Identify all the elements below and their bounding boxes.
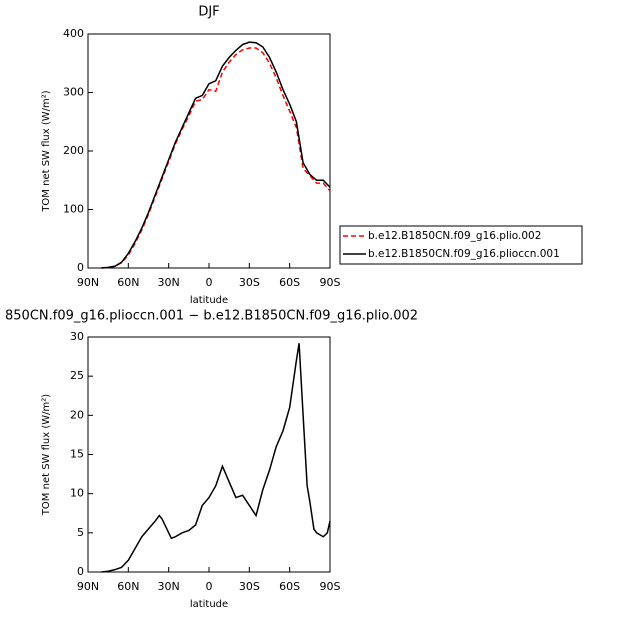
x-tick-label: 90N bbox=[77, 276, 99, 289]
x-tick-label: 60N bbox=[117, 276, 139, 289]
x-axis-label: latitude bbox=[190, 599, 228, 610]
data-line bbox=[101, 41, 331, 269]
legend-box bbox=[339, 225, 583, 265]
plot-frame bbox=[87, 33, 331, 269]
x-tick-label: 0 bbox=[206, 580, 213, 593]
x-tick-label: 30S bbox=[239, 276, 260, 289]
chart-title: DJF bbox=[198, 5, 219, 20]
x-tick-label: 0 bbox=[206, 276, 213, 289]
data-line bbox=[101, 47, 331, 269]
plot-frame bbox=[87, 336, 331, 573]
x-tick-label: 30N bbox=[158, 580, 180, 593]
y-tick-label: 30 bbox=[70, 330, 84, 343]
data-line bbox=[101, 343, 331, 573]
y-tick-label: 0 bbox=[77, 261, 84, 274]
x-tick-label: 60S bbox=[279, 580, 300, 593]
chart-title: 850CN.f09_g16.plioccn.001 − b.e12.B1850C… bbox=[5, 309, 418, 324]
y-tick-label: 300 bbox=[63, 86, 84, 99]
x-tick-label: 90S bbox=[320, 580, 341, 593]
x-axis-label: latitude bbox=[190, 295, 228, 306]
y-tick-label: 15 bbox=[70, 448, 84, 461]
x-tick-label: 60S bbox=[279, 276, 300, 289]
x-tick-label: 90N bbox=[77, 580, 99, 593]
y-tick-label: 100 bbox=[63, 203, 84, 216]
y-tick-label: 400 bbox=[63, 27, 84, 40]
y-tick-label: 0 bbox=[77, 565, 84, 578]
y-axis-label: TOM net SW flux (W/m²) bbox=[41, 90, 52, 212]
y-tick-label: 5 bbox=[77, 526, 84, 539]
legend-label: b.e12.B1850CN.f09_g16.plioccn.001 bbox=[368, 248, 560, 260]
y-tick-label: 20 bbox=[70, 408, 84, 421]
x-tick-label: 90S bbox=[320, 276, 341, 289]
x-tick-label: 60N bbox=[117, 580, 139, 593]
y-tick-label: 25 bbox=[70, 369, 84, 382]
legend-label: b.e12.B1850CN.f09_g16.plio.002 bbox=[368, 230, 541, 242]
x-tick-label: 30N bbox=[158, 276, 180, 289]
y-axis-label: TOM net SW flux (W/m²) bbox=[41, 394, 52, 516]
y-tick-label: 10 bbox=[70, 487, 84, 500]
x-tick-label: 30S bbox=[239, 580, 260, 593]
y-tick-label: 200 bbox=[63, 144, 84, 157]
